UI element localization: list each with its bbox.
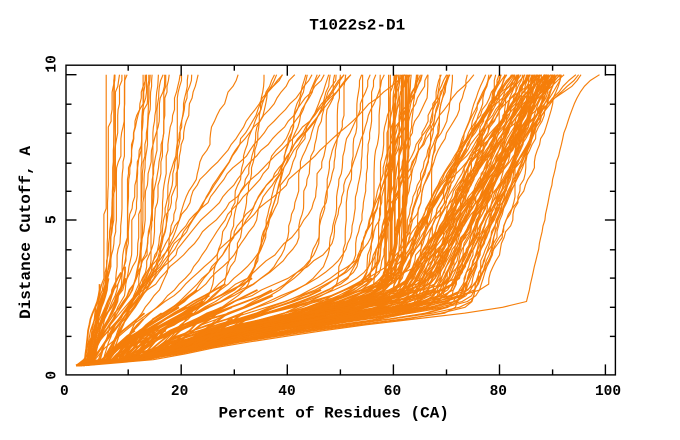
- svg-text:20: 20: [171, 384, 188, 400]
- svg-text:Distance Cutoff, A: Distance Cutoff, A: [17, 146, 35, 319]
- svg-text:0: 0: [60, 384, 69, 400]
- svg-text:Percent of Residues (CA): Percent of Residues (CA): [218, 405, 448, 423]
- svg-text:40: 40: [278, 384, 295, 400]
- svg-text:5: 5: [45, 215, 61, 224]
- svg-text:100: 100: [595, 384, 621, 400]
- svg-text:60: 60: [384, 384, 401, 400]
- svg-text:80: 80: [490, 384, 507, 400]
- svg-text:10: 10: [45, 55, 61, 72]
- svg-text:0: 0: [45, 371, 61, 380]
- svg-text:T1022s2-D1: T1022s2-D1: [309, 17, 405, 35]
